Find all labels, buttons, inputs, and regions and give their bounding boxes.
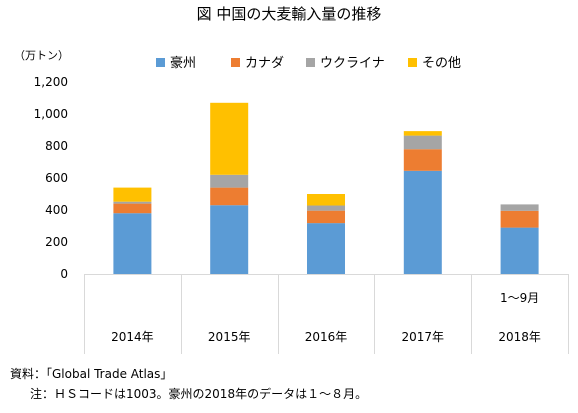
bar-segment	[307, 223, 345, 274]
bar-segment	[403, 131, 442, 136]
y-axis: 0 200 400 600 800 1,000 1,200	[34, 75, 68, 281]
chart-title: 図 中国の大麦輸入量の推移	[197, 5, 382, 23]
bar-segment	[307, 210, 345, 224]
legend-label-2: ウクライナ	[320, 56, 385, 71]
x-tick-label: 2014年	[111, 330, 154, 344]
y-tick-label: 400	[45, 203, 68, 217]
bar-segment	[210, 174, 249, 188]
y-tick-label: 200	[45, 235, 68, 249]
y-tick-label: 800	[45, 139, 68, 153]
bar-segment	[210, 187, 249, 206]
source-note: 資料：「Global Trade Atlas」	[10, 367, 172, 381]
y-tick-label: 0	[60, 267, 68, 281]
bar-segment	[403, 135, 442, 150]
bar-segment	[500, 210, 539, 228]
legend-swatch-2	[306, 58, 315, 67]
bar-segment	[500, 227, 539, 274]
legend-swatch-1	[231, 58, 240, 67]
legend-swatch-0	[156, 58, 165, 67]
bar-segment	[307, 194, 345, 206]
footnote: 注：ＨＳコードは1003。豪州の2018年のデータは１〜８月。	[30, 386, 367, 401]
bar-segment	[307, 205, 345, 211]
legend-label-3: その他	[422, 56, 461, 71]
plot-area	[113, 102, 539, 274]
bar-segment	[403, 170, 442, 274]
legend-swatch-3	[408, 58, 417, 67]
y-tick-label: 1,200	[34, 75, 68, 89]
legend: 豪州 カナダ ウクライナ その他	[156, 55, 461, 71]
y-tick-label: 600	[45, 171, 68, 185]
x-tick-label: 2017年	[402, 330, 445, 344]
unit-label: （万トン）	[14, 49, 69, 62]
x-tick-label: 2015年	[208, 330, 251, 344]
bar-segment	[210, 205, 249, 274]
category-note: 1〜9月	[500, 291, 539, 305]
legend-label-0: 豪州	[170, 55, 196, 71]
legend-label-1: カナダ	[245, 56, 284, 71]
bar-segment	[113, 203, 152, 214]
bar-segment	[113, 213, 152, 274]
bar-segment	[500, 204, 539, 211]
x-tick-label: 2016年	[305, 330, 348, 344]
bar-segment	[113, 201, 152, 204]
y-tick-label: 1,000	[34, 107, 68, 121]
bar-segment	[113, 187, 152, 202]
bar-segment	[210, 102, 249, 175]
category-table: 2014年 2015年 2016年 2017年 2018年 1〜9月	[84, 274, 569, 354]
bar-segment	[403, 149, 442, 171]
x-tick-label: 2018年	[498, 330, 541, 344]
